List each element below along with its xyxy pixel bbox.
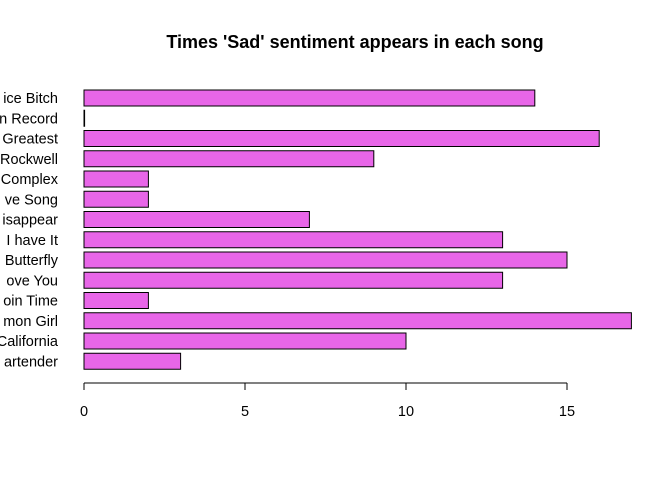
category-label: Greatest bbox=[2, 132, 58, 148]
category-label: artender bbox=[4, 354, 58, 370]
bars bbox=[83, 89, 632, 370]
bar bbox=[83, 231, 504, 249]
category-label: isappear bbox=[2, 213, 58, 229]
bar bbox=[83, 211, 310, 228]
bar bbox=[83, 352, 182, 370]
bar bbox=[83, 312, 632, 330]
category-label: mon Girl bbox=[3, 314, 58, 330]
bar bbox=[83, 170, 149, 188]
category-label: n Record bbox=[0, 111, 58, 127]
x-axis: 0 5 10 15 bbox=[80, 382, 575, 420]
bar bbox=[83, 190, 149, 208]
category-label: California bbox=[0, 334, 59, 350]
category-label: ove You bbox=[6, 273, 58, 289]
category-label: ice Bitch bbox=[3, 91, 58, 107]
x-tick-label: 5 bbox=[241, 404, 249, 420]
bar bbox=[83, 251, 568, 269]
bar bbox=[83, 292, 149, 309]
bar bbox=[83, 130, 600, 147]
bar bbox=[83, 150, 375, 168]
category-label: Rockwell bbox=[0, 152, 58, 168]
chart-title: Times 'Sad' sentiment appears in each so… bbox=[166, 32, 543, 52]
category-label: I have It bbox=[6, 233, 58, 249]
x-tick-label: 0 bbox=[80, 404, 88, 420]
category-label: Butterfly bbox=[5, 253, 59, 269]
category-label: ve Song bbox=[5, 192, 58, 208]
category-label: Complex bbox=[1, 172, 59, 188]
category-labels: ice Bitch n Record Greatest Rockwell Complex… bbox=[0, 91, 59, 370]
bar bbox=[83, 109, 86, 127]
x-tick-label: 15 bbox=[559, 404, 575, 420]
bar bbox=[83, 332, 407, 350]
x-tick-label: 10 bbox=[398, 404, 414, 420]
bar bbox=[83, 89, 536, 107]
bar bbox=[83, 271, 504, 289]
category-label: oin Time bbox=[3, 294, 58, 310]
